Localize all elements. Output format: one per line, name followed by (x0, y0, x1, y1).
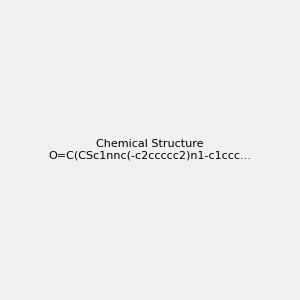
Text: Chemical Structure
O=C(CSc1nnc(-c2ccccc2)n1-c1ccc...: Chemical Structure O=C(CSc1nnc(-c2ccccc2… (49, 139, 251, 161)
